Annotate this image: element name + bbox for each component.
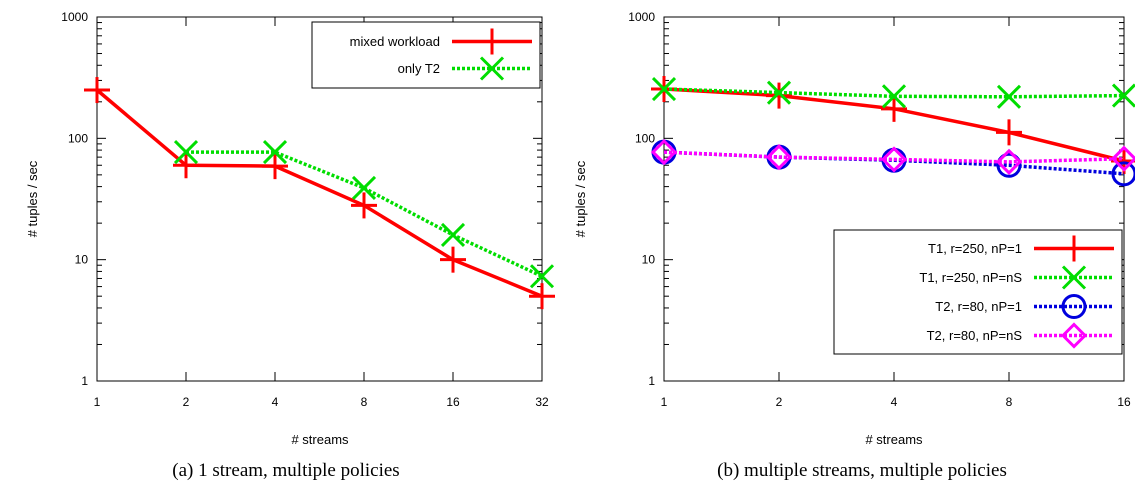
legend-label: T1, r=250, nP=1 (928, 241, 1022, 256)
legend-marker (1060, 322, 1088, 349)
x-tick-label: 8 (1006, 395, 1013, 409)
data-point (651, 76, 677, 102)
figure-caption: (b) multiple streams, multiple policies (717, 460, 1007, 481)
data-point (881, 84, 907, 109)
data-point (880, 146, 908, 173)
x-tick-label: 2 (183, 395, 190, 409)
y-tick-label: 10 (75, 253, 89, 267)
x-tick-label: 2 (776, 395, 783, 409)
x-tick-label: 16 (446, 395, 460, 409)
legend-marker (479, 56, 505, 81)
x-axis-label: # streams (291, 432, 349, 447)
chart-panel-a: 1 10 100 1000 1 2 4 8 16 32 # streams # tuples / se… (25, 10, 555, 481)
data-point (765, 144, 793, 171)
x-tick-label: 1 (94, 395, 101, 409)
series-line (95, 88, 543, 298)
data-point (529, 264, 555, 289)
legend-label: mixed workload (350, 34, 440, 49)
y-axis-label: # tuples / sec (573, 160, 588, 237)
legend: T1, r=250, nP=1 T1, r=250, nP=nS T2, r=80,… (833, 229, 1123, 355)
y-axis-label: # tuples / sec (25, 160, 40, 237)
legend-label: T2, r=80, nP=nS (927, 328, 1023, 343)
x-tick-label: 1 (661, 395, 668, 409)
x-tick-label: 4 (891, 395, 898, 409)
y-tick-label: 1 (648, 374, 655, 388)
legend-marker (1061, 294, 1087, 319)
x-tick-label: 32 (535, 395, 549, 409)
series-0 (84, 77, 555, 310)
legend-label: only T2 (398, 61, 440, 76)
data-point (650, 138, 678, 166)
data-point (766, 80, 792, 105)
data-point (995, 148, 1023, 175)
legend-box (311, 21, 541, 89)
legend-label: T1, r=250, nP=nS (919, 270, 1022, 285)
data-point (1111, 83, 1135, 108)
data-point (1111, 161, 1135, 187)
legend-label: T2, r=80, nP=1 (935, 299, 1022, 314)
data-point (262, 140, 288, 165)
y-tick-label: 1000 (61, 10, 88, 24)
series-line (663, 150, 1125, 164)
data-point (173, 140, 199, 165)
series-1 (651, 76, 1135, 109)
series-3 (650, 138, 1135, 175)
data-point (351, 175, 377, 201)
figure-caption: (a) 1 stream, multiple policies (172, 460, 399, 481)
x-tick-label: 4 (272, 395, 279, 409)
x-axis-label: # streams (865, 432, 923, 447)
data-point (996, 84, 1022, 109)
chart-panel-b: 1 10 100 1000 1 2 4 8 16 # streams # tuples / sec T… (573, 10, 1135, 481)
plot-frame (96, 16, 543, 382)
y-tick-label: 100 (635, 131, 655, 145)
y-tick-label: 100 (68, 131, 88, 145)
data-point (440, 222, 466, 247)
legend-marker (1061, 265, 1087, 290)
y-tick-label: 10 (642, 253, 656, 267)
series-0 (651, 76, 1135, 175)
y-tick-label: 1 (81, 374, 88, 388)
legend: mixed workload only T2 (311, 21, 541, 89)
x-tick-label: 16 (1117, 395, 1131, 409)
data-point (1110, 145, 1135, 172)
x-tick-label: 8 (361, 395, 368, 409)
data-point (996, 152, 1022, 178)
series-1 (173, 140, 555, 289)
y-tick-label: 1000 (628, 10, 655, 24)
